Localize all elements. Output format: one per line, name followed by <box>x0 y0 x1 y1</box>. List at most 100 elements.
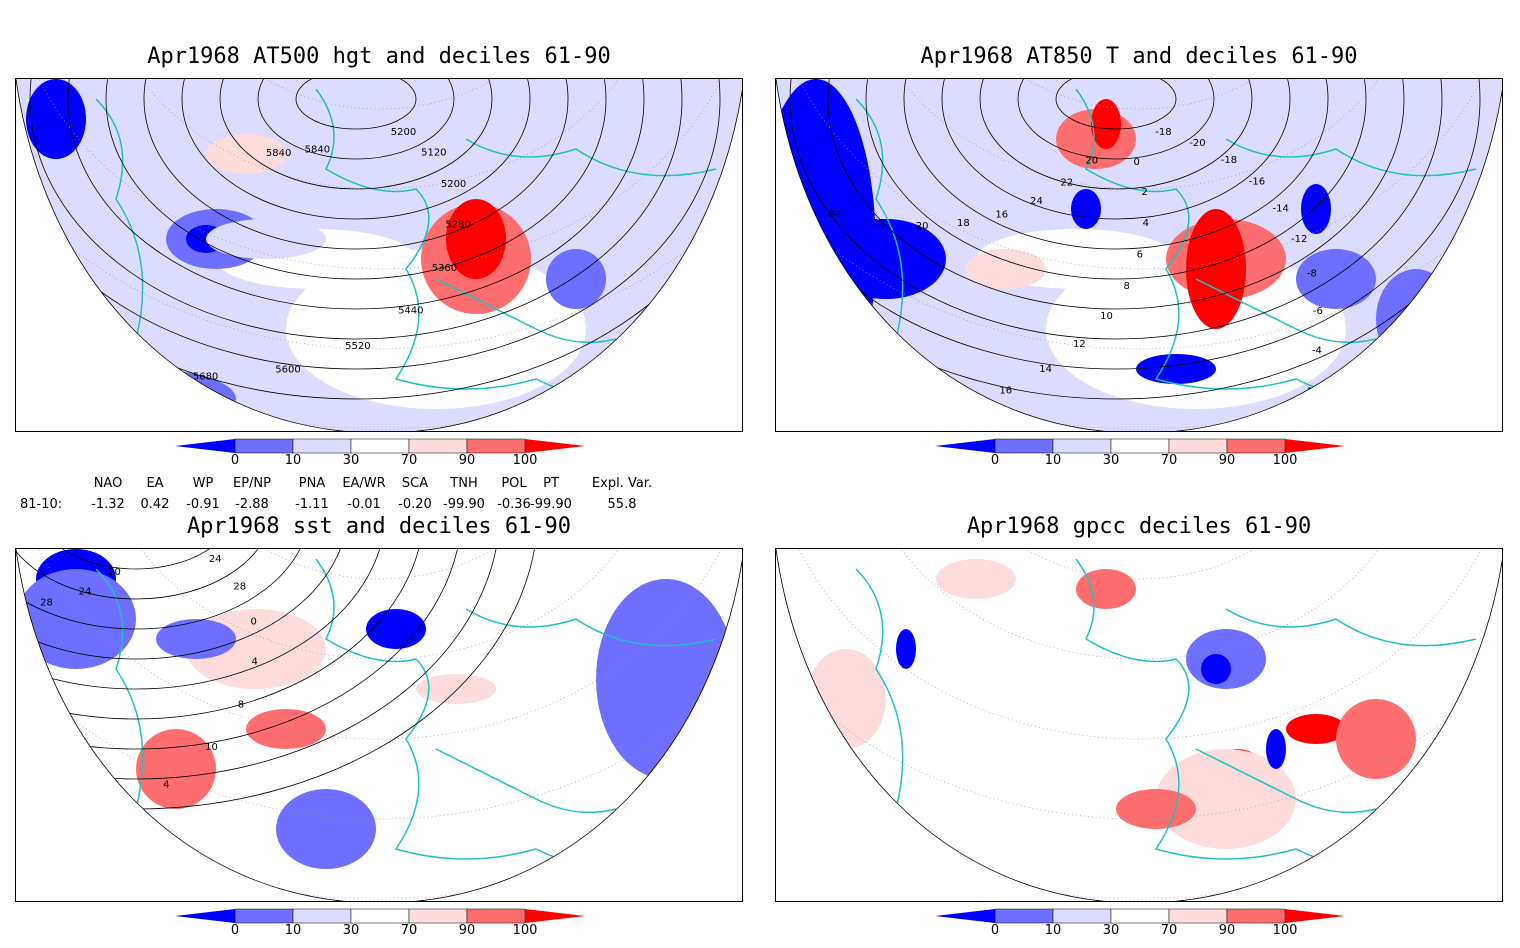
colorbar-tick: 30 <box>1102 453 1120 468</box>
colorbar-arrow-low <box>175 909 235 923</box>
colorbar-arrow-low <box>175 439 235 453</box>
contour-line <box>67 79 645 310</box>
map-boundary <box>16 549 742 901</box>
decile-anomaly-region <box>1286 714 1346 744</box>
map-gpcc <box>775 548 1503 902</box>
index-value: -0.20 <box>398 497 432 512</box>
index-header: EA <box>146 476 164 491</box>
colorbar-segment <box>292 438 352 454</box>
coastline <box>95 88 717 398</box>
contour-label: -16 <box>1249 177 1265 188</box>
decile-anomaly-region <box>156 619 236 659</box>
contour-line <box>16 549 387 690</box>
colorbar-segment <box>1226 908 1286 924</box>
colorbar-segment <box>1226 438 1286 454</box>
contour-label: 4 <box>163 780 169 791</box>
colorbar-tick: 0 <box>230 453 240 468</box>
contour-label: 5840 <box>266 148 291 159</box>
decile-anomaly-region <box>1116 789 1196 829</box>
contour-label: 28 <box>40 598 53 609</box>
colorbar-tick: 100 <box>1272 923 1298 938</box>
colorbar-tick: 30 <box>342 453 360 468</box>
colorbar-arrow-high <box>525 909 585 923</box>
contour-label: 12 <box>100 810 113 821</box>
colorbar-segment <box>1110 908 1170 924</box>
colorbar-arrow-high <box>525 439 585 453</box>
colorbar-segment <box>350 438 410 454</box>
index-value: -0.36 <box>497 497 531 512</box>
graticule <box>16 79 742 350</box>
contour-line <box>1055 79 1177 130</box>
contour-line <box>789 79 1443 340</box>
map-sst: 28242804810412162024282828 <box>15 548 743 902</box>
contour-label: 0 <box>1134 157 1140 168</box>
decile-anomaly-region <box>366 609 426 649</box>
graticule <box>776 549 1502 820</box>
index-value: -1.11 <box>295 497 329 512</box>
map-canvas: -18-20-18-16-14-12-8-6-4-202468101214161… <box>776 79 1502 431</box>
contour-label: 22 <box>1060 178 1073 189</box>
decile-anomaly-region <box>1076 569 1136 609</box>
contour-label: 14 <box>1039 364 1052 375</box>
contour-label: 12 <box>1073 339 1086 350</box>
contour-label: -18 <box>1155 127 1171 138</box>
contour-line <box>37 549 235 570</box>
contour-label: 24 <box>829 209 842 220</box>
contour-label: 8 <box>1124 281 1130 292</box>
contour-line <box>16 549 273 600</box>
decile-anomaly-region <box>546 249 606 309</box>
decile-anomaly-region <box>1336 699 1416 779</box>
colorbar-arrow-high <box>1285 909 1345 923</box>
coastline <box>855 558 1477 868</box>
index-value: -1.32 <box>91 497 125 512</box>
decile-anomaly-region <box>576 109 656 149</box>
decile-anomaly-region <box>1201 654 1231 684</box>
contour-line <box>16 79 721 370</box>
decile-anomaly-region <box>1156 749 1296 849</box>
contour-label: -12 <box>1291 234 1307 245</box>
contour-label: 4 <box>252 657 258 668</box>
contour-label: 5200 <box>441 179 466 190</box>
graticule <box>776 79 1502 350</box>
colorbar-segment <box>1168 908 1228 924</box>
contour-label: 24 <box>1030 196 1043 207</box>
contour-line <box>16 79 742 400</box>
contour-label: 8 <box>238 700 244 711</box>
decile-anomaly-region <box>1376 269 1456 369</box>
index-value: 0.42 <box>140 497 170 512</box>
contour-label: 0 <box>251 616 257 627</box>
contour-label: -8 <box>1307 269 1317 280</box>
colorbar-tick: 30 <box>1102 923 1120 938</box>
map-boundary <box>16 79 742 431</box>
colorbar-arrow-low <box>935 439 995 453</box>
decile-anomaly-region <box>1091 99 1121 149</box>
colorbar-4: 0 10 30 70 90 100 <box>935 908 1355 948</box>
colorbar-segment <box>408 908 468 924</box>
decile-anomaly-region <box>416 674 496 704</box>
colorbar-segment <box>466 908 526 924</box>
decile-anomaly-region <box>276 789 376 869</box>
index-row-label: 81-10: <box>20 497 63 512</box>
contour-label: 16 <box>995 210 1008 221</box>
decile-anomaly-region <box>26 79 86 159</box>
colorbar-arrow-high <box>1285 439 1345 453</box>
index-value: -0.01 <box>347 497 381 512</box>
colorbar-segment <box>234 908 294 924</box>
panel-title-hgt500: Apr1968 AT500 hgt and deciles 61-90 <box>147 44 611 69</box>
colorbar-tick: 0 <box>230 923 240 938</box>
decile-anomaly-region <box>246 709 326 749</box>
contour-label: 10 <box>1100 311 1113 322</box>
map-canvas <box>776 549 1502 901</box>
colorbar-segment <box>292 908 352 924</box>
contour-label: 24 <box>209 554 222 565</box>
index-value: -99.90 <box>530 497 572 512</box>
contour-line <box>257 79 455 160</box>
index-header: POL <box>501 476 527 491</box>
colorbar-segment <box>994 438 1054 454</box>
decile-anomaly-region <box>1296 249 1376 309</box>
decile-anomaly-region <box>1186 209 1246 329</box>
decile-anomaly-region <box>1266 729 1286 769</box>
decile-anomaly-region <box>136 729 216 809</box>
contour-label: 20 <box>108 567 121 578</box>
decile-anomaly-region <box>1136 354 1216 384</box>
